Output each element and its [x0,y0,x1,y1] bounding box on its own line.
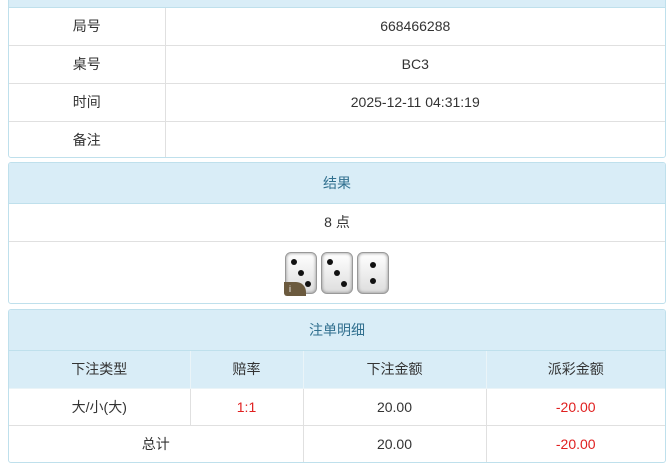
bet-table-header: 下注类型 赔率 下注金额 派彩金额 [9,351,665,389]
info-table: 局号 668466288 桌号 BC3 时间 2025-12-11 04:31:19 … [9,8,665,157]
die-pip [334,269,340,276]
value: 2025-12-11 04:31:19 [164,82,665,122]
info-panel: 局号 668466288 桌号 BC3 时间 2025-12-11 04:31:19 … [8,0,666,158]
value [164,120,665,157]
bet-table: 下注类型 赔率 下注金额 派彩金额 大/小(大) 1:1 20.00 -20.0… [9,351,665,462]
value: BC3 [164,44,665,84]
value: 668466288 [164,8,665,46]
die-pip [370,277,376,284]
row-table: 桌号 BC3 [9,44,665,84]
die-3 [321,251,353,294]
payout: -20.00 [485,387,665,426]
odds: 1:1 [189,387,304,426]
col-type: 下注类型 [9,351,191,389]
result-points: 8 点 [9,204,665,242]
table-row: 大/小(大) 1:1 20.00 -20.00 [9,387,665,426]
die-2 [357,251,389,294]
info-icon[interactable]: i [284,281,306,296]
total-amount: 20.00 [302,424,487,462]
total-label: 总计 [9,424,304,462]
label: 备注 [9,120,166,157]
row-time: 时间 2025-12-11 04:31:19 [9,82,665,122]
total-row: 总计 20.00 -20.00 [9,424,665,462]
label: 时间 [9,82,166,122]
label: 桌号 [9,44,166,84]
col-payout: 派彩金额 [485,351,665,389]
die-pip [370,261,376,268]
die-pip [327,258,333,265]
result-panel: 结果 8 点 i [8,162,666,304]
die-pip [298,269,304,276]
bet-details-title: 注单明细 [9,310,665,351]
die-pip [291,258,297,265]
bet-type: 大/小(大) [9,387,191,426]
info-panel-header [9,0,665,8]
result-title: 结果 [9,163,665,204]
col-odds: 赔率 [189,351,304,389]
col-amount: 下注金额 [302,351,487,389]
row-round: 局号 668466288 [9,8,665,46]
die-pip [341,280,347,287]
dice-group: i [284,251,389,296]
row-remark: 备注 [9,120,665,157]
total-payout: -20.00 [485,424,665,462]
bet-amount: 20.00 [302,387,487,426]
bet-details-panel: 注单明细 下注类型 赔率 下注金额 派彩金额 大/小(大) 1:1 20.00 … [8,309,666,463]
die-3: i [284,251,317,296]
die-pip [305,280,311,287]
label: 局号 [9,8,166,46]
